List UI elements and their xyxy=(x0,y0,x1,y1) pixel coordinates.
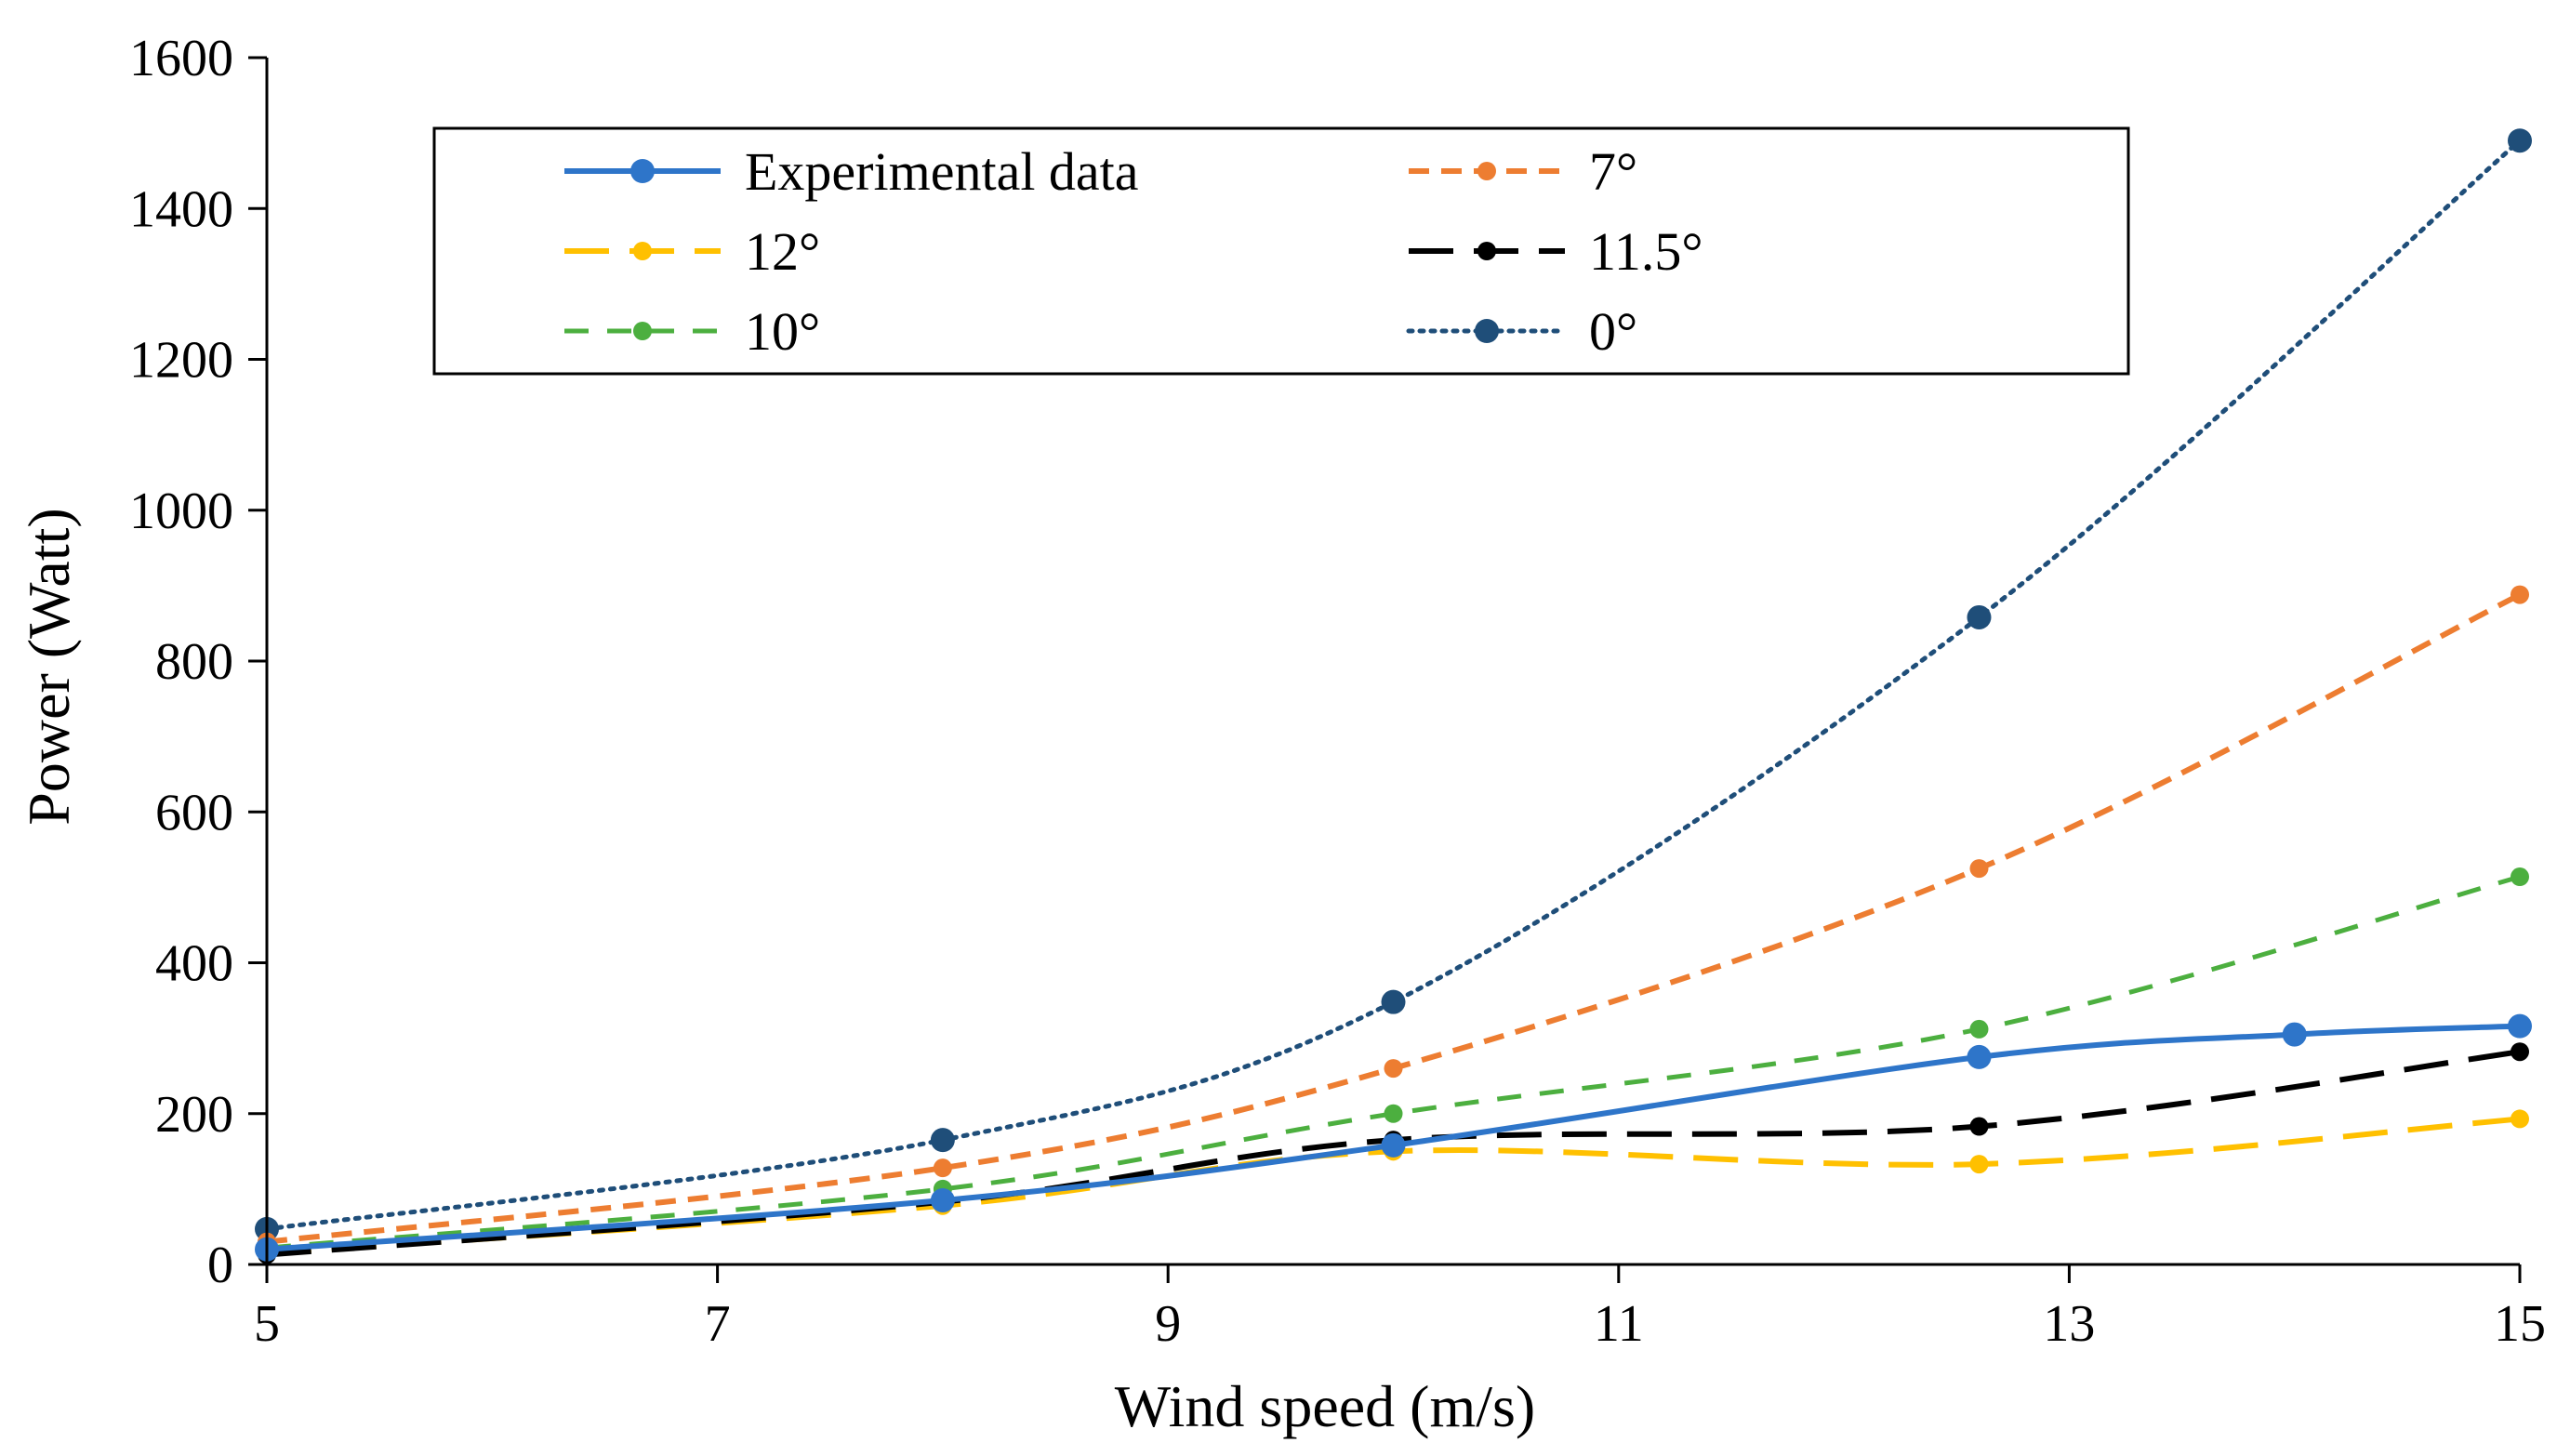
legend-entry: 7° xyxy=(1409,141,1637,202)
legend-label: 0° xyxy=(1589,301,1637,362)
data-point xyxy=(1969,859,1989,879)
data-point xyxy=(2511,1109,2529,1129)
legend-marker xyxy=(1475,319,1499,343)
y-tick-label: 600 xyxy=(155,784,233,841)
x-tick-label: 15 xyxy=(2494,1295,2546,1353)
series-experimental-data xyxy=(255,1013,2532,1262)
y-axis-title: Power (Watt) xyxy=(16,508,82,825)
y-tick-label: 1600 xyxy=(129,30,233,87)
data-point xyxy=(1381,1132,1406,1158)
plot-area xyxy=(255,128,2532,1264)
data-point xyxy=(1969,1019,1989,1039)
legend-marker xyxy=(633,322,652,340)
legend-entry: 0° xyxy=(1406,301,1637,362)
y-tick-label: 0 xyxy=(207,1237,233,1294)
series-line xyxy=(264,138,2523,1232)
data-point xyxy=(1969,1155,1989,1174)
x-tick-label: 7 xyxy=(705,1295,731,1353)
data-point xyxy=(2508,1013,2532,1039)
y-tick-label: 800 xyxy=(155,633,233,691)
data-point xyxy=(1967,1044,1992,1069)
data-point xyxy=(1384,1059,1403,1079)
series-7 xyxy=(258,585,2529,1251)
x-axis-title: Wind speed (m/s) xyxy=(1115,1373,1535,1439)
legend-label: 7° xyxy=(1589,141,1637,202)
legend-box xyxy=(432,126,2130,376)
legend-label: 11.5° xyxy=(1589,221,1703,282)
data-point xyxy=(1384,1104,1403,1123)
axes: 0 200 400 600 800 1000 1200 1400 1600 5 7 9 11 13 15 xyxy=(129,30,2546,1353)
legend-marker xyxy=(633,242,652,260)
x-tick-label: 5 xyxy=(254,1295,280,1353)
legend-entry: 11.5° xyxy=(1409,221,1703,282)
legend-label: 10° xyxy=(745,301,820,362)
legend-entry: 12° xyxy=(564,221,820,282)
x-tick-label: 9 xyxy=(1155,1295,1181,1353)
legend: Experimental data 7° 12° 11.5° 10° 0° xyxy=(432,126,2130,376)
data-point xyxy=(2508,128,2532,153)
data-point xyxy=(1381,989,1406,1014)
x-tick-label: 13 xyxy=(2043,1295,2095,1353)
y-tick-label: 1400 xyxy=(129,180,233,238)
data-point xyxy=(930,1128,955,1153)
y-tick-label: 1000 xyxy=(129,483,233,540)
legend-entry: 10° xyxy=(564,301,820,362)
legend-marker xyxy=(1477,162,1496,180)
y-tick-label: 200 xyxy=(155,1086,233,1144)
legend-entry: Experimental data xyxy=(564,141,1139,202)
data-point xyxy=(2511,867,2529,887)
data-point xyxy=(1967,604,1992,629)
y-tick-label: 1200 xyxy=(129,332,233,390)
legend-marker xyxy=(630,159,655,183)
data-point xyxy=(2511,585,2529,604)
legend-marker xyxy=(1477,242,1496,260)
legend-label: 12° xyxy=(745,221,820,282)
data-point xyxy=(2282,1022,2307,1047)
y-tick-label: 400 xyxy=(155,935,233,993)
data-point xyxy=(930,1188,955,1213)
legend-label: Experimental data xyxy=(745,141,1139,202)
series-line xyxy=(266,1023,2521,1252)
data-point xyxy=(1969,1117,1989,1136)
data-point xyxy=(933,1158,952,1178)
x-tick-label: 11 xyxy=(1594,1295,1644,1353)
data-point xyxy=(2511,1042,2529,1062)
